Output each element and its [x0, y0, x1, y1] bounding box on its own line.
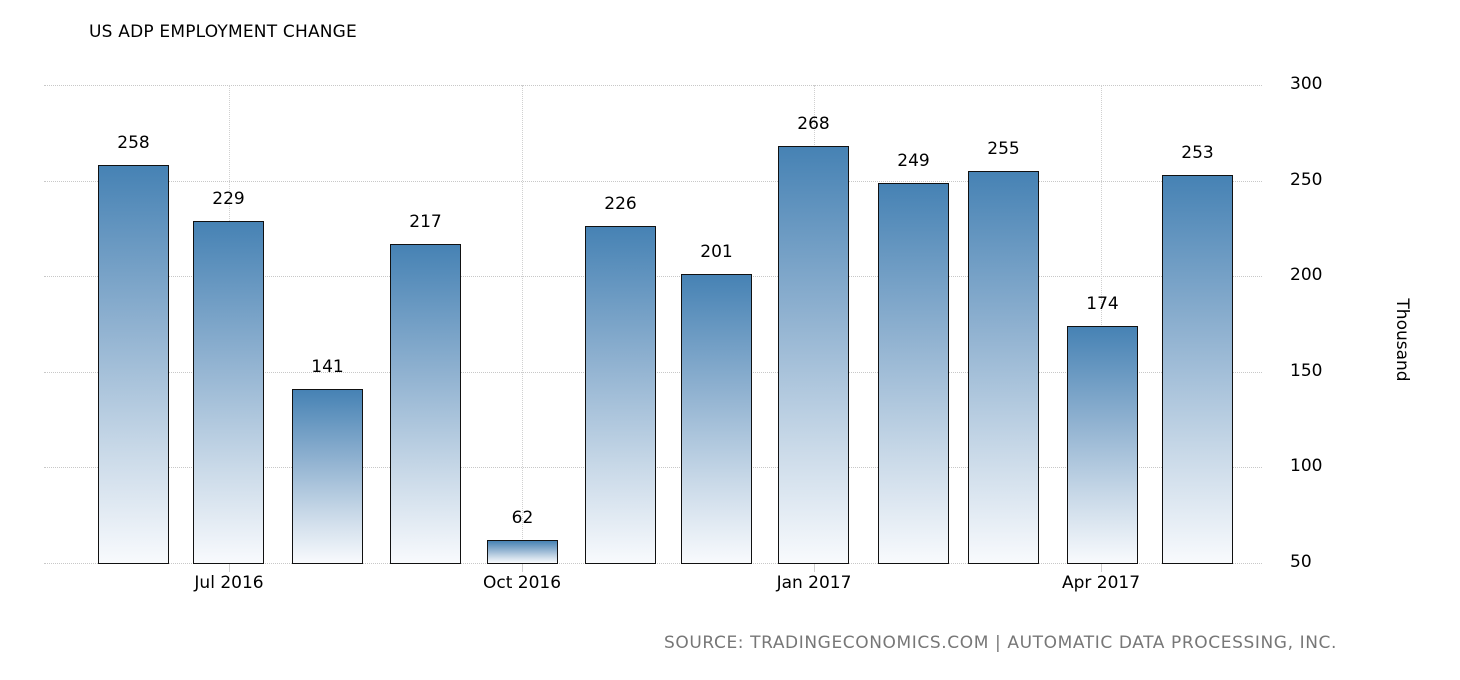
y-axis-title: Thousand: [1392, 298, 1412, 382]
bar-mar-2017[interactable]: [968, 171, 1039, 564]
x-tick-mark: [814, 564, 815, 572]
x-tick-label: Jan 2017: [776, 573, 852, 593]
bar-value-label: 253: [1181, 142, 1214, 163]
bar-sep-2016[interactable]: [390, 243, 461, 564]
bar-value-label: 217: [409, 211, 442, 232]
bar-nov-2016[interactable]: [585, 226, 656, 564]
bar-may-2017[interactable]: [1162, 174, 1233, 564]
x-tick-mark: [522, 564, 523, 572]
bar-value-label: 141: [311, 357, 344, 377]
y-tick-label: 300: [1290, 74, 1323, 94]
bar-value-label: 268: [797, 114, 830, 135]
chart-title: US ADP EMPLOYMENT CHANGE: [89, 22, 358, 42]
bar-value-label: 226: [604, 194, 637, 215]
x-tick-mark: [1101, 564, 1102, 572]
h-gridline: [44, 85, 1262, 86]
bar-value-label: 201: [700, 242, 733, 263]
source-caption: SOURCE: TRADINGECONOMICS.COM | AUTOMATIC…: [664, 633, 1337, 653]
h-gridline: [44, 180, 1262, 182]
x-tick-mark: [229, 564, 230, 572]
bar-feb-2017[interactable]: [878, 182, 949, 564]
bar-value-label: 249: [897, 150, 930, 171]
bar-jan-2017[interactable]: [778, 146, 849, 564]
bar-aug-2016[interactable]: [292, 389, 363, 564]
bar-value-label: 229: [212, 188, 245, 209]
bar-value-label: 62: [511, 508, 534, 529]
y-tick-label: 100: [1290, 456, 1323, 477]
y-tick-label: 50: [1290, 552, 1312, 572]
x-tick-label: Apr 2017: [1061, 573, 1141, 593]
v-gridline: [1101, 85, 1102, 563]
bar-apr-2017[interactable]: [1067, 325, 1138, 564]
bar-dec-2016[interactable]: [681, 274, 752, 564]
bar-jun-2016[interactable]: [98, 165, 169, 564]
y-tick-label: 250: [1290, 169, 1323, 190]
bar-jul-2016[interactable]: [193, 220, 264, 564]
bar-value-label: 174: [1086, 293, 1119, 314]
v-gridline: [522, 85, 523, 563]
bar-oct-2016[interactable]: [487, 540, 558, 564]
bar-value-label: 255: [987, 139, 1020, 160]
x-tick-label: Oct 2016: [482, 573, 562, 593]
x-tick-label: Jul 2016: [194, 573, 264, 593]
y-tick-label: 150: [1290, 360, 1323, 381]
bar-value-label: 258: [117, 133, 150, 154]
y-tick-label: 200: [1290, 265, 1323, 286]
